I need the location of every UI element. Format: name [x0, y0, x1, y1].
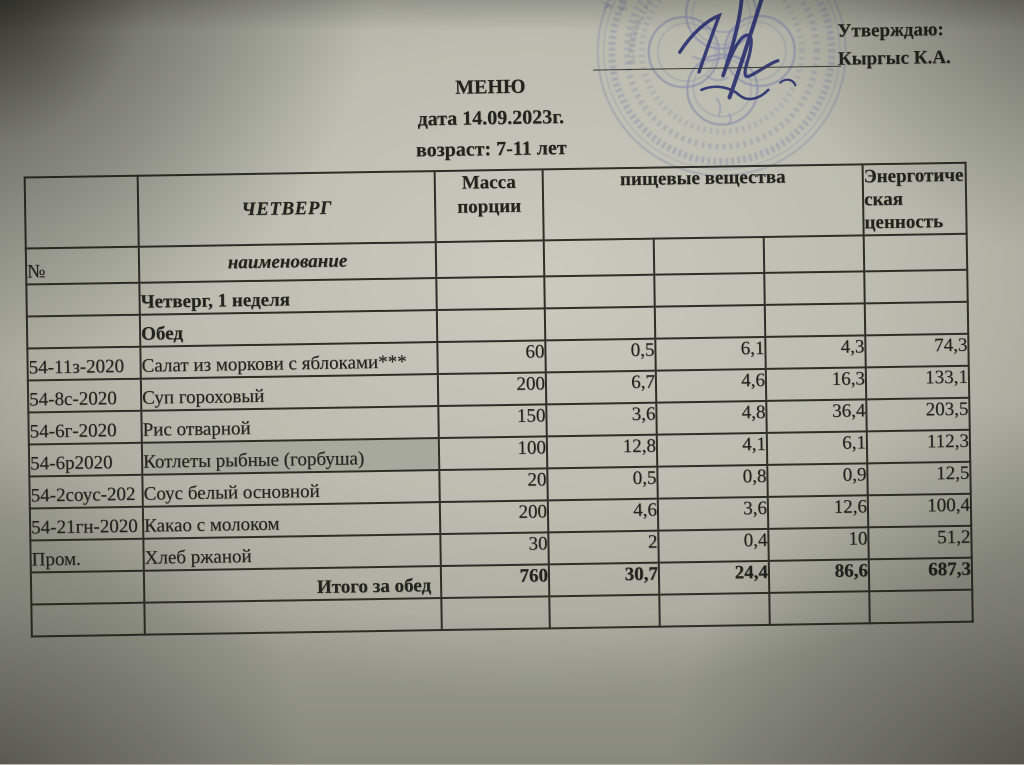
energy-value: 12,5 — [867, 461, 971, 496]
recipe-code: 54-8с-2020 — [27, 378, 142, 413]
energy-value: 112,3 — [866, 429, 971, 464]
dish-name: Салат из моркови с яблоками*** — [140, 342, 438, 379]
protein-value: 0,5 — [545, 338, 656, 373]
total-protein: 30,7 — [548, 562, 660, 597]
empty-subheader-cell — [863, 233, 968, 272]
recipe-code: 54-21гн-2020 — [29, 506, 144, 541]
energy-value: 203,5 — [866, 397, 970, 432]
approval-block: Утверждаю: Кыргыс К.А. — [837, 15, 1008, 74]
name-column-header: наименование — [138, 242, 437, 283]
menu-age: возраст: 7-11 лет — [415, 137, 567, 162]
protein-value: 6,7 — [545, 370, 657, 405]
total-label: Итого за обед — [143, 566, 442, 603]
total-mass: 760 — [440, 564, 550, 599]
mass-value: 20 — [439, 468, 548, 503]
no-column-header: № — [25, 246, 140, 285]
protein-value: 0,5 — [547, 466, 658, 501]
dish-name: Рис отварной — [141, 406, 439, 443]
page-title: МЕНЮ — [454, 75, 526, 99]
protein-value: 2 — [548, 530, 659, 565]
mass-value: 60 — [437, 340, 546, 375]
energy-column-header: Энерготиче ская ценность — [862, 162, 967, 236]
approval-signer: Кыргыс К.А. — [837, 46, 951, 70]
empty-subheader-cell — [543, 238, 655, 277]
total-energy: 687,3 — [868, 557, 973, 592]
empty-subheader-cell — [435, 240, 545, 279]
total-fat: 24,4 — [658, 560, 770, 595]
protein-value: 4,6 — [547, 498, 659, 533]
carb-value: 12,6 — [767, 495, 869, 529]
recipe-code: 54-11з-2020 — [27, 346, 141, 381]
empty-subheader-cell — [653, 236, 765, 275]
meal-label: Обед — [139, 310, 438, 347]
total-carb: 86,6 — [768, 559, 870, 593]
carb-value: 16,3 — [765, 367, 867, 401]
carb-value: 36,4 — [766, 399, 867, 433]
recipe-code: 54-6р2020 — [28, 442, 143, 477]
recipe-code: 54-6г-2020 — [28, 410, 142, 445]
fat-value: 4,6 — [655, 368, 767, 403]
no-header-spacer — [24, 175, 139, 249]
mass-value: 150 — [438, 404, 547, 439]
empty-subheader-cell — [763, 235, 865, 273]
energy-value: 100,4 — [867, 493, 972, 528]
carb-value: 10 — [768, 527, 869, 561]
week-label: Четверг, 1 неделя — [139, 278, 437, 315]
mass-value: 100 — [438, 436, 548, 471]
fat-value: 6,1 — [655, 336, 766, 371]
carb-value: 6,1 — [766, 431, 868, 465]
dish-name: Какао с молоком — [142, 502, 441, 539]
recipe-code: Пром. — [30, 538, 144, 573]
carb-value: 4,3 — [765, 335, 866, 369]
nutrients-column-header: пищевые вещества — [542, 164, 864, 241]
recipe-code: 54-2соус-202 — [29, 474, 143, 509]
fat-value: 4,8 — [656, 400, 767, 435]
carb-value: 0,9 — [767, 463, 868, 497]
energy-value: 51,2 — [868, 525, 972, 560]
approval-label: Утверждаю: — [837, 19, 944, 42]
mass-value: 30 — [440, 532, 549, 567]
protein-value: 12,8 — [546, 434, 658, 469]
dish-name: Хлеб ржаной — [143, 534, 441, 571]
dish-name: Суп гороховый — [140, 374, 439, 411]
title-block: МЕНЮ дата 14.09.2023г. возраст: 7-11 лет — [345, 75, 636, 173]
fat-value: 0,4 — [658, 528, 769, 563]
mass-value: 200 — [437, 372, 547, 407]
dish-name: Соус белый основной — [142, 470, 440, 507]
protein-value: 3,6 — [546, 402, 657, 437]
dish-name-highlighted: Котлеты рыбные (горбуша) — [141, 438, 440, 475]
energy-value: 133,1 — [865, 365, 970, 400]
fat-value: 4,1 — [656, 432, 768, 467]
menu-table: ЧЕТВЕРГ Масса порции пищевые вещества Эн… — [24, 162, 974, 638]
fat-value: 0,8 — [657, 464, 768, 499]
energy-value: 74,3 — [865, 333, 969, 368]
day-header: ЧЕТВЕРГ — [137, 171, 436, 247]
menu-date: дата 14.09.2023г. — [417, 106, 565, 131]
fat-value: 3,6 — [657, 496, 769, 531]
mass-column-header: Масса порции — [434, 169, 544, 243]
mass-value: 200 — [439, 500, 549, 535]
